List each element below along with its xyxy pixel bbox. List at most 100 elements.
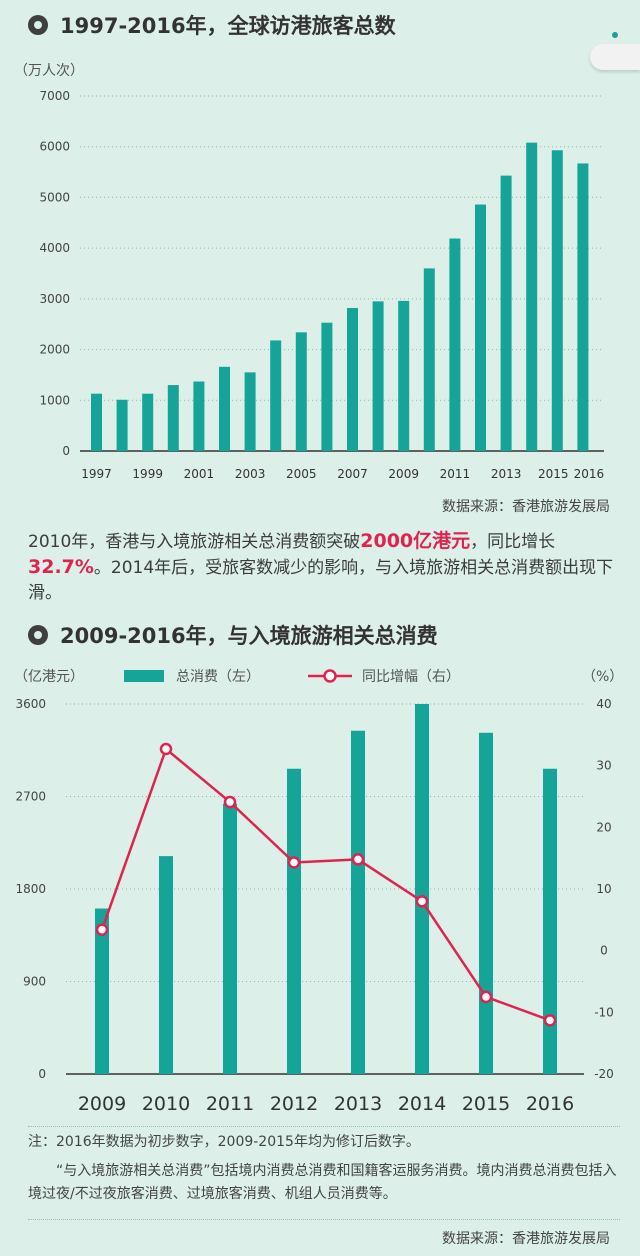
chart2-growth-point (95, 923, 109, 936)
chart1-bar (321, 322, 333, 451)
chart2-growth-point (159, 742, 173, 756)
note-line-2: “与入境旅游相关总消费”包括境内消费总消费和国籍客运服务消费。境内消费总消费包括… (28, 1163, 617, 1202)
chart2-ytick-left-label: 900 (23, 975, 46, 989)
notes: 注：2016年数据为初步数字，2009-2015年均为修订后数字。 “与入境旅游… (28, 1131, 628, 1206)
legend-bar-swatch (124, 670, 164, 682)
chart2-bar (351, 730, 365, 1074)
chart2-bar (223, 803, 237, 1074)
paragraph-part3: 。2014年后，受旅客数减少的影响，与入境旅游相关总消费额出现下滑。 (28, 558, 614, 603)
chart1-visitors: 0 1000 2000 3000 4000 5000 6000 7000 1997 1999 200… (39, 89, 604, 481)
chart2-unit-left: （亿港元） (14, 669, 84, 685)
chart2-bar (287, 768, 301, 1074)
bullet-icon (28, 625, 48, 645)
chart1-bar (167, 385, 179, 451)
paragraph-highlight-amount: 2000亿港元 (360, 530, 471, 552)
section1-title: 1997-2016年，全球访港旅客总数 (28, 10, 396, 40)
chart2-xtick-label: 2011 (206, 1093, 254, 1115)
chart1-bar (142, 393, 154, 451)
notes-source: 数据来源：香港旅游发展局 (442, 1231, 610, 1247)
chart1-xtick-label: 2003 (235, 467, 266, 481)
chart1-bar (577, 163, 589, 451)
chart2-xtick-label: 2012 (270, 1093, 318, 1115)
chart1-ytick-label: 1000 (39, 393, 70, 407)
section2-title: 2009-2016年，与入境旅游相关总消费 (28, 620, 438, 650)
chart2-bar (479, 732, 493, 1074)
chart2-ytick-right-label: 10 (596, 882, 611, 896)
chart1-xtick-label: 2001 (184, 467, 215, 481)
chart1-bar (475, 204, 486, 451)
decorative-tab (590, 44, 640, 70)
chart2-growth-point (287, 856, 301, 869)
decorative-dot (612, 32, 618, 38)
chart1-bar (500, 175, 512, 451)
chart1-xtick-label: 2005 (286, 467, 317, 481)
chart2-ytick-right-label: 0 (600, 944, 608, 958)
chart1-bar (347, 307, 358, 451)
chart2-ytick-right-label: 40 (596, 697, 611, 711)
chart2-ytick-left-label: 2700 (15, 790, 46, 804)
chart1-bar (295, 332, 307, 451)
paragraph-part2: ，同比增长 (470, 532, 556, 552)
chart1-xtick-label: 1997 (81, 467, 112, 481)
paragraph-part1: 2010年，香港与入境旅游相关总消费额突破 (28, 532, 361, 552)
chart1-ytick-label: 3000 (39, 292, 70, 306)
paragraph-highlight-growth: 32.7% (28, 556, 94, 578)
bullet-icon (28, 15, 48, 35)
chart1-xtick-label: 2013 (491, 467, 522, 481)
note-line-1: 注：2016年数据为初步数字，2009-2015年均为修订后数字。 (28, 1134, 420, 1150)
chart1-bar (116, 399, 128, 451)
legend-line-icon (308, 669, 352, 683)
chart2-xtick-label: 2015 (462, 1093, 510, 1115)
chart1-bar (449, 238, 461, 451)
chart2-ytick-left-label: 1800 (15, 882, 46, 896)
chart2-growth-point (351, 853, 365, 866)
chart1-ytick-label: 5000 (39, 190, 70, 204)
chart2-growth-point (415, 895, 429, 908)
chart2-xtick-label: 2010 (142, 1093, 190, 1115)
legend-line-label: 同比增幅（右） (362, 669, 460, 685)
chart2-unit-right: （%） (582, 669, 624, 685)
chart1-bar (244, 372, 256, 451)
chart1-ytick-label: 2000 (39, 343, 70, 357)
section1-title-text: 1997-2016年，全球访港旅客总数 (60, 14, 396, 38)
chart1-xtick-label: 2011 (440, 467, 471, 481)
chart2-growth-line (100, 746, 551, 1022)
chart1-source: 数据来源：香港旅游发展局 (442, 499, 610, 515)
chart1-ytick-label: 6000 (39, 140, 70, 154)
chart1-bar (372, 301, 384, 451)
chart2-ytick-left-label: 0 (38, 1067, 46, 1081)
chart1-bar (219, 366, 230, 451)
chart2-bar (543, 768, 557, 1074)
chart2-ytick-right-label: 20 (596, 820, 611, 834)
chart2-growth-point (543, 1014, 557, 1027)
chart2-ytick-right-label: -20 (594, 1067, 614, 1081)
legend-bar-label: 总消费（左） (176, 669, 260, 685)
chart2-ytick-right-label: 30 (596, 759, 611, 773)
chart1-bar (193, 381, 205, 451)
notes-divider-top (28, 1126, 620, 1127)
chart2-xtick-label: 2016 (526, 1093, 574, 1115)
legend-line: 同比增幅（右） (308, 664, 460, 688)
chart2-bar (415, 704, 429, 1074)
chart2-consumption: 0 900 1800 2700 3600 -20 -10 0 10 20 30 40 2009 2010 2… (15, 697, 614, 1115)
chart1-bar (398, 300, 410, 451)
chart1-bar (270, 340, 282, 451)
chart2-growth-point (479, 990, 493, 1004)
chart1-bar (551, 150, 563, 451)
chart2-xtick-label: 2013 (334, 1093, 382, 1115)
chart1-bar (423, 268, 435, 451)
section2-title-text: 2009-2016年，与入境旅游相关总消费 (60, 624, 438, 648)
notes-divider-bottom (28, 1219, 620, 1220)
legend-bar: 总消费（左） (124, 664, 260, 688)
chart2-bar (159, 856, 173, 1074)
chart1-ytick-label: 4000 (39, 241, 70, 255)
chart1-xtick-label: 2009 (388, 467, 419, 481)
chart1-xtick-label: 2007 (337, 467, 368, 481)
chart1-bar (526, 142, 538, 451)
chart2-ytick-left-label: 3600 (15, 697, 46, 711)
chart1-bar (91, 393, 102, 451)
summary-paragraph: 2010年，香港与入境旅游相关总消费额突破2000亿港元，同比增长 32.7%。2… (28, 529, 628, 606)
chart1-xtick-label: 2015 (538, 467, 569, 481)
chart2-bar (95, 908, 109, 1074)
chart2-xtick-label: 2014 (398, 1093, 446, 1115)
